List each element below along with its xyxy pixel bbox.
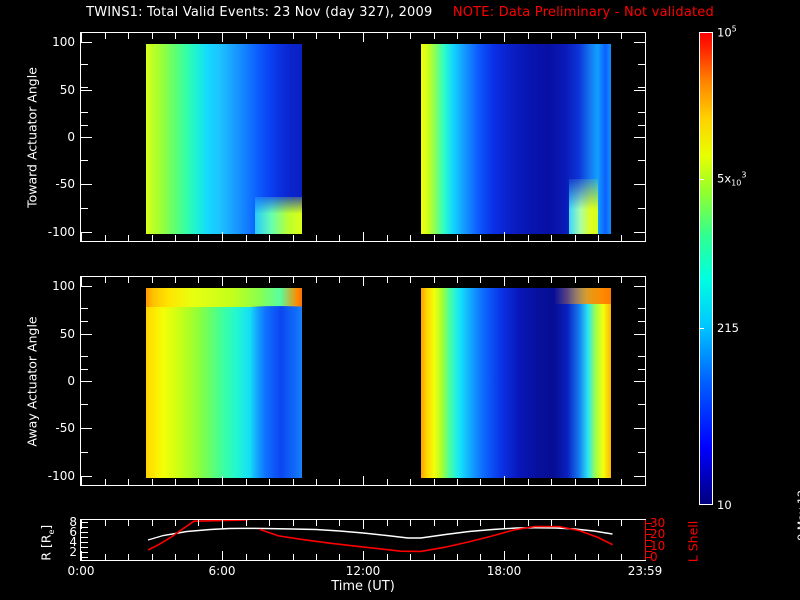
bottom-left-axis-title: R [Re] [38, 524, 56, 561]
colorbar [699, 32, 713, 505]
lshell-tick-20: 20 [650, 527, 666, 542]
panel1-ytick-0: 0 [67, 130, 75, 144]
xtick-1800: 18:00 [486, 564, 522, 578]
xtick-0000: 0:00 [67, 564, 95, 578]
lshell-tick-10: 10 [650, 538, 666, 553]
xtick-1200: 12:00 [345, 564, 381, 578]
panel1-ytick-50: 50 [59, 82, 75, 97]
panel-away-actuator-angle: 100 50 0 -50 -100 [48, 276, 646, 486]
trace-l-shell-seg1 [147, 520, 249, 551]
lshell-tick-0: 0 [650, 549, 658, 564]
figure-title-main: TWINS1: Total Valid Events: 23 Nov (day … [86, 5, 433, 20]
lshell-axis-title: L Shell [685, 520, 701, 563]
colorbar-tick-10: 10 [717, 498, 732, 512]
colorbar-labels: 105 5x103 215 10 [699, 25, 789, 512]
colorbar-tick-5e3: 5x103 [717, 170, 747, 188]
bottom-ytick-8: 8 [69, 514, 77, 529]
lshell-tick-30: 30 [650, 516, 666, 531]
panel2-ytick-100: 100 [52, 279, 75, 294]
panel1-axis-title: Toward Actuator Angle [24, 67, 40, 208]
panel2-ytick-0: 0 [67, 374, 75, 388]
heatmap-segment-1-lowangle-enhancement [255, 197, 302, 234]
colorbar-tick-1e5: 105 [717, 24, 737, 40]
trace-r-re [147, 527, 613, 541]
render-datestamp: 9 May 12 [796, 490, 800, 541]
heatmap-segment-4-top-band [420, 288, 612, 305]
bottom-ytick-4: 4 [69, 534, 77, 549]
heatmap-segment-4 [420, 288, 612, 478]
xtick-0600: 6:00 [208, 564, 236, 578]
panel1-ytick-m50: -50 [55, 177, 75, 192]
panel1-ytick-100: 100 [52, 35, 75, 50]
heatmap-segment-3-blue-core [250, 306, 302, 478]
bottom-ytick-6: 6 [69, 524, 77, 539]
panel2-ytick-50: 50 [59, 326, 75, 341]
panel2-ytick-m100: -100 [47, 468, 75, 483]
panel2-axis-title: Away Actuator Angle [24, 316, 40, 447]
bottom-ytick-2: 2 [69, 544, 77, 559]
panel-toward-actuator-angle: 100 50 0 -50 -100 [48, 32, 646, 242]
panel-r-lshell: 8 6 4 2 30 20 10 0 [68, 515, 666, 578]
figure-title-note: NOTE: Data Preliminary - Not validated [452, 5, 714, 20]
panel1-ytick-m100: -100 [47, 224, 75, 239]
xtick-2359: 23:59 [627, 564, 663, 578]
figure-title: TWINS1: Total Valid Events: 23 Nov (day … [0, 5, 800, 20]
xaxis-title: Time (UT) [331, 579, 395, 594]
trace-l-shell-seg2 [259, 525, 613, 553]
heatmap-segment-2-late-stripe [568, 178, 599, 234]
heatmap-segment-3-top-orange [146, 288, 302, 308]
colorbar-tick-215: 215 [717, 320, 739, 335]
panel2-ytick-m50: -50 [55, 421, 75, 436]
